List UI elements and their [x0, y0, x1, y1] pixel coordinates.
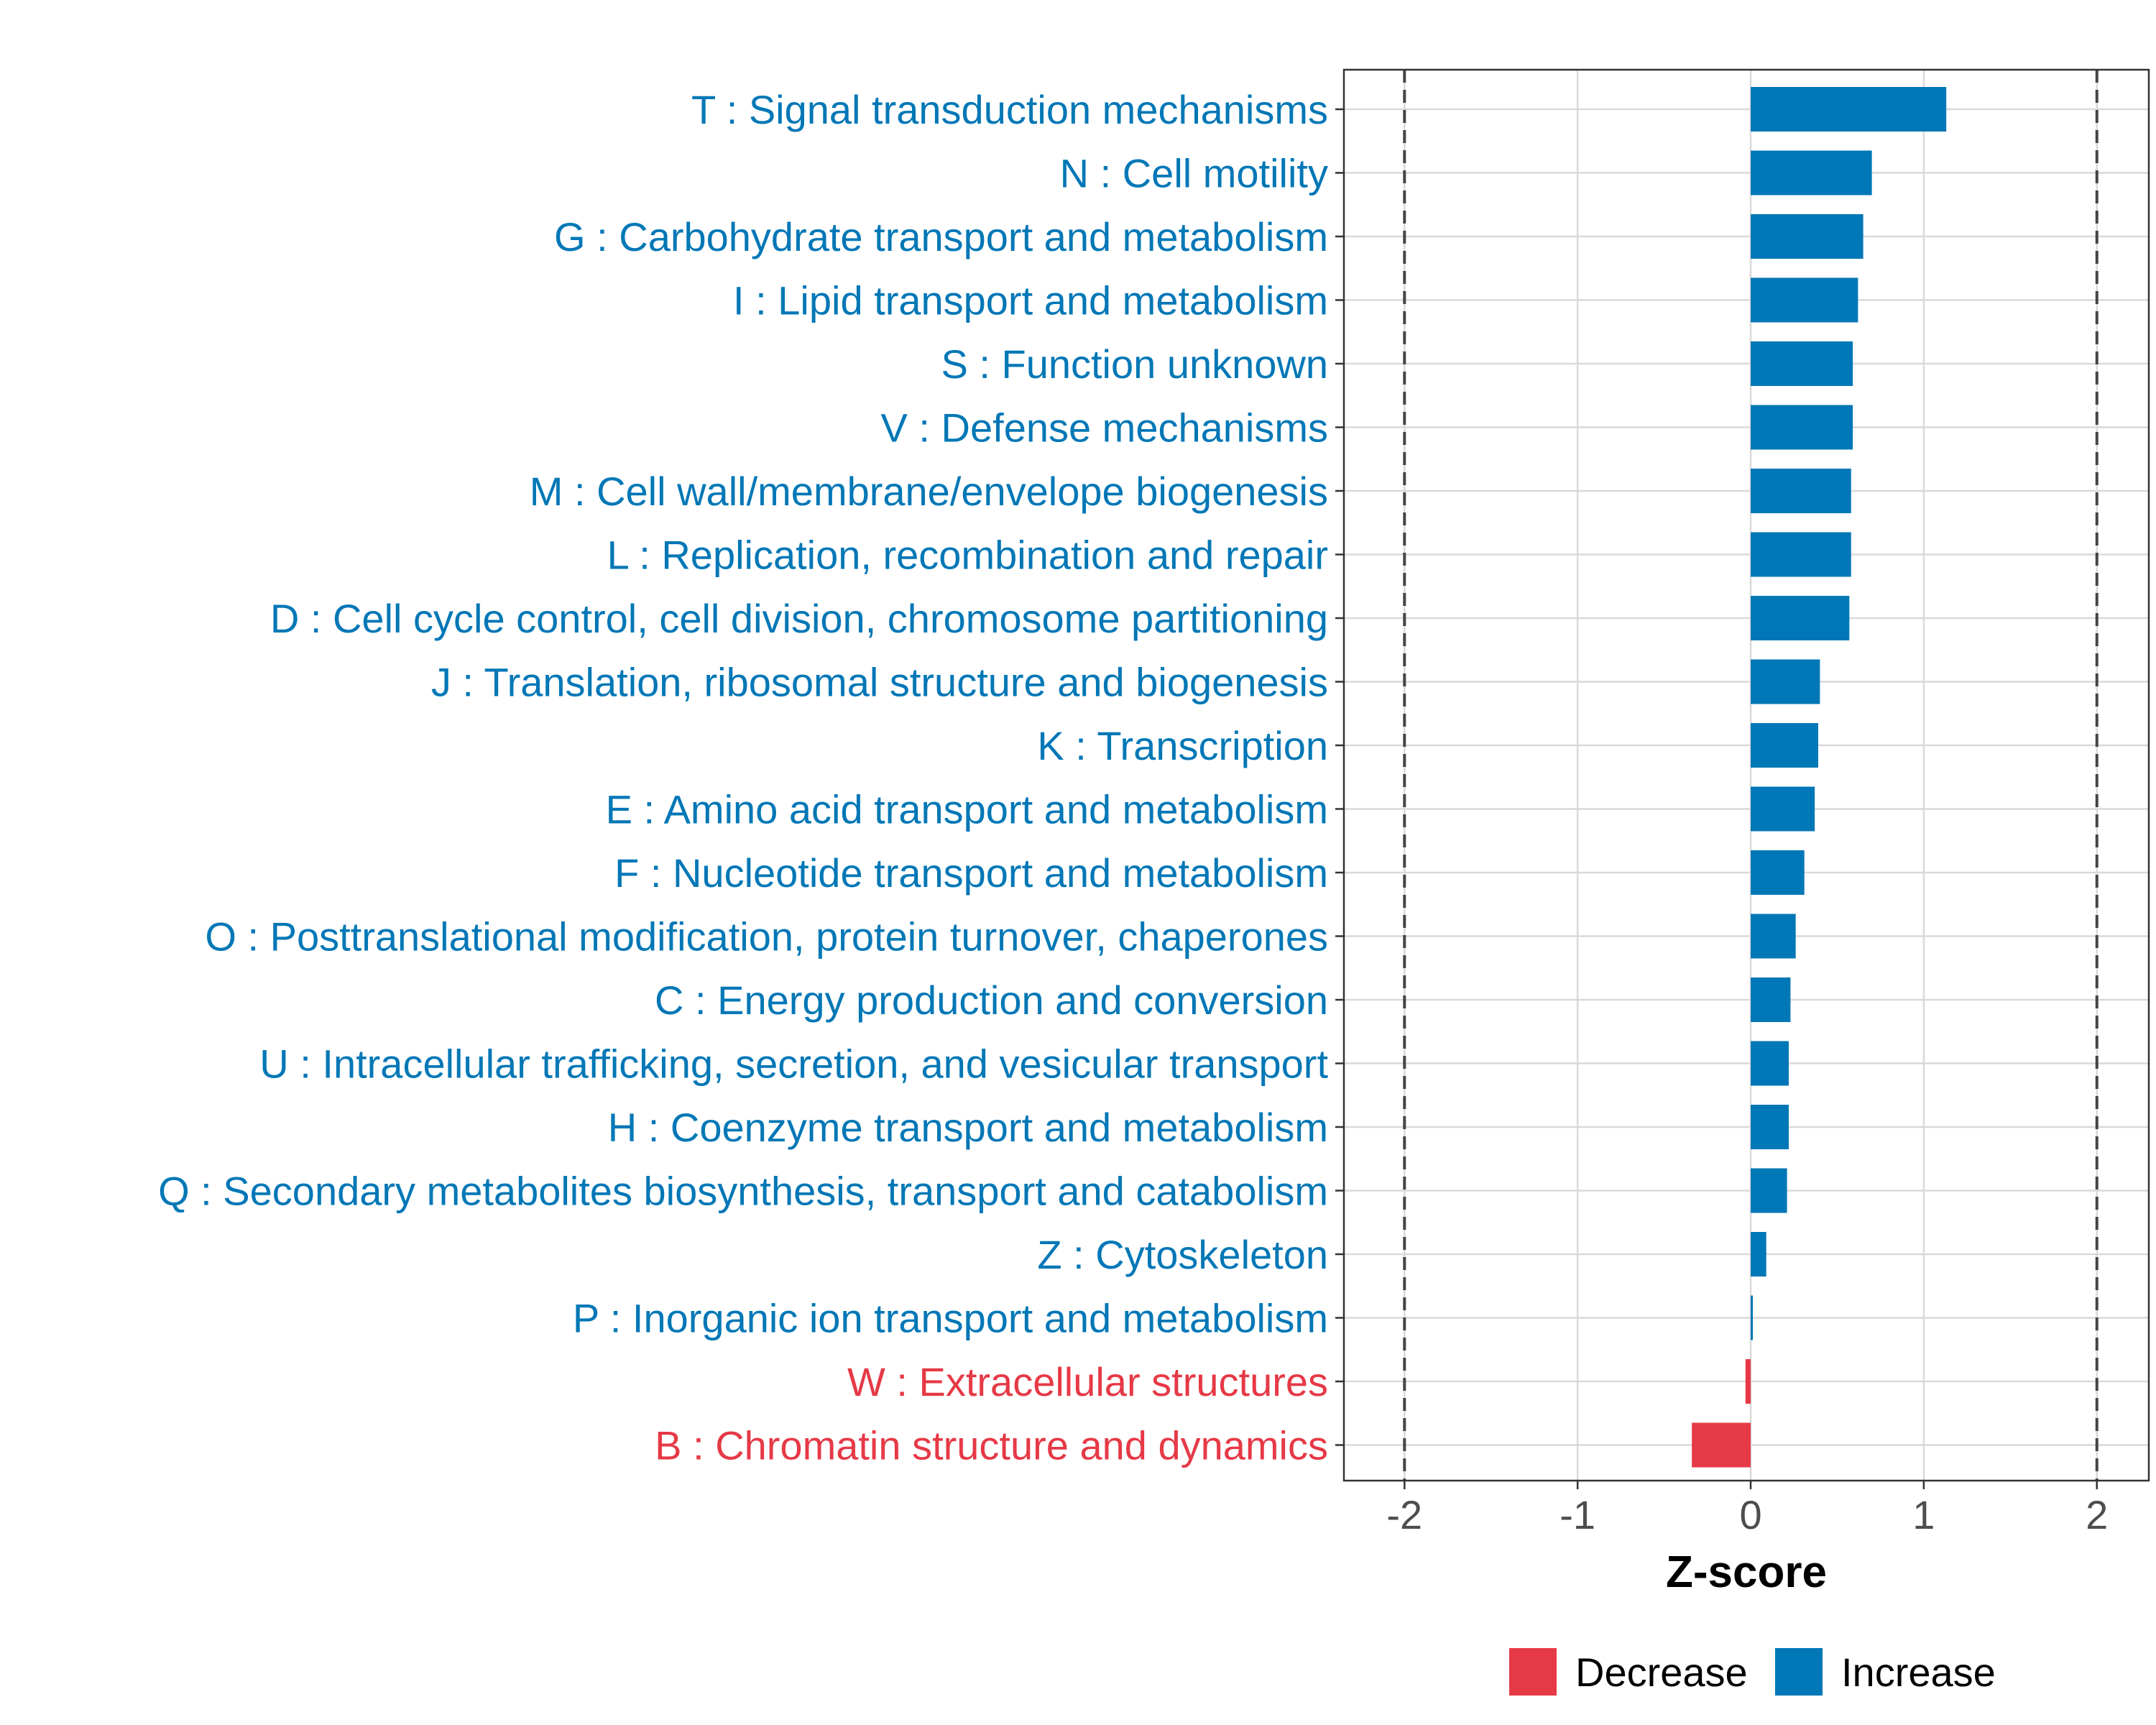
category-label: J : Translation, ribosomal structure and…	[431, 660, 1328, 705]
bar	[1751, 786, 1815, 832]
category-label: U : Intracellular trafficking, secretion…	[259, 1041, 1328, 1087]
x-tick-label: 1	[1912, 1492, 1935, 1537]
legend: Decrease Increase	[1509, 1648, 1996, 1696]
category-label: G : Carbohydrate transport and metabolis…	[554, 214, 1328, 259]
bars	[1692, 87, 1947, 1468]
bar	[1751, 405, 1853, 450]
bar	[1751, 1232, 1766, 1276]
x-axis-ticks: -2 -1 0 1 2	[1386, 1481, 2108, 1537]
x-tick-label: 0	[1739, 1492, 1761, 1537]
category-label: B : Chromatin structure and dynamics	[655, 1423, 1328, 1468]
category-label: N : Cell motility	[1060, 151, 1328, 196]
category-label: Z : Cytoskeleton	[1037, 1232, 1328, 1277]
category-label: I : Lipid transport and metabolism	[733, 278, 1328, 323]
legend-label: Increase	[1841, 1650, 1996, 1695]
bar	[1745, 1359, 1751, 1404]
bar	[1751, 214, 1864, 259]
category-label: H : Coenzyme transport and metabolism	[608, 1105, 1328, 1150]
x-tick-label: 2	[2086, 1492, 2108, 1537]
bar	[1751, 469, 1851, 513]
category-label: M : Cell wall/membrane/envelope biogenes…	[530, 469, 1328, 514]
bar	[1751, 1168, 1787, 1213]
bar	[1751, 341, 1853, 386]
category-label: D : Cell cycle control, cell division, c…	[270, 596, 1328, 641]
bar	[1751, 532, 1851, 577]
bar	[1751, 723, 1818, 768]
category-label: Q : Secondary metabolites biosynthesis, …	[158, 1169, 1328, 1214]
bar	[1692, 1422, 1751, 1468]
category-label: F : Nucleotide transport and metabolism	[614, 850, 1328, 896]
legend-swatch	[1775, 1648, 1823, 1696]
bar	[1751, 659, 1820, 704]
bar	[1751, 596, 1850, 640]
bar	[1751, 1105, 1789, 1149]
category-label: W : Extracellular structures	[847, 1359, 1328, 1404]
x-tick-label: -2	[1386, 1492, 1422, 1537]
legend-swatch	[1509, 1648, 1557, 1696]
bar	[1751, 150, 1872, 196]
bar	[1751, 1295, 1754, 1340]
category-label: K : Transcription	[1037, 723, 1328, 768]
category-label: T : Signal transduction mechanisms	[691, 87, 1328, 132]
bar	[1751, 87, 1947, 132]
category-label: S : Function unknown	[941, 341, 1328, 387]
category-label: V : Defense mechanisms	[881, 405, 1328, 451]
panel-border	[1342, 68, 2150, 1482]
x-axis-title: Z-score	[1666, 1547, 1827, 1597]
bar	[1751, 850, 1805, 895]
bar	[1751, 978, 1791, 1022]
category-labels: T : Signal transduction mechanisms N : Ce…	[158, 87, 1344, 1468]
category-label: C : Energy production and conversion	[655, 978, 1328, 1023]
reference-lines	[1403, 70, 2099, 1481]
category-label: P : Inorganic ion transport and metaboli…	[573, 1296, 1328, 1341]
category-label: L : Replication, recombination and repai…	[607, 533, 1328, 578]
category-label: E : Amino acid transport and metabolism	[606, 787, 1328, 832]
category-label: O : Posttranslational modification, prot…	[205, 914, 1328, 960]
legend-label: Decrease	[1575, 1650, 1748, 1695]
bar	[1751, 914, 1796, 959]
x-tick-label: -1	[1560, 1492, 1595, 1537]
bar	[1751, 1041, 1789, 1086]
bar	[1751, 277, 1858, 323]
